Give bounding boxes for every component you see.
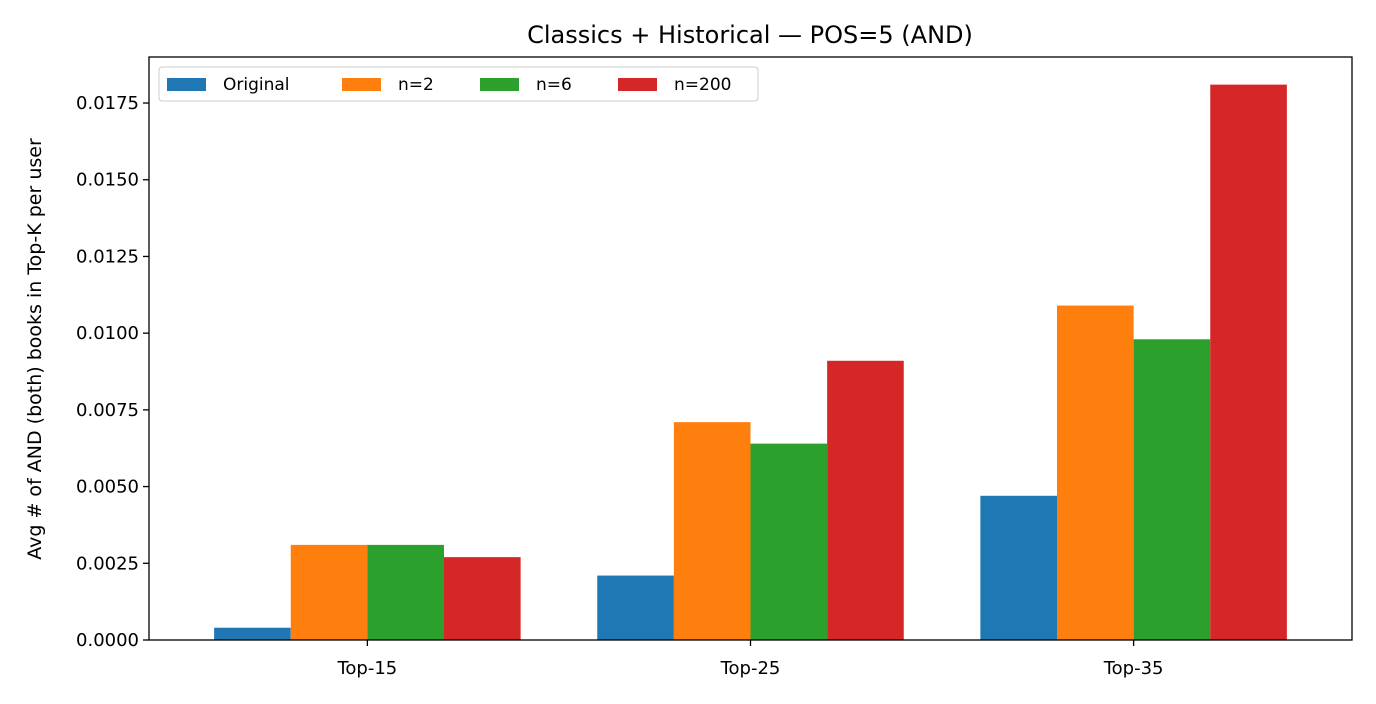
y-tick-label: 0.0050 xyxy=(76,477,139,498)
bar-n-200-top-25 xyxy=(827,360,904,640)
legend-swatch xyxy=(167,78,206,91)
bar-n-200-top-15 xyxy=(444,557,521,640)
y-tick-label: 0.0125 xyxy=(76,246,139,267)
chart-title: Classics + Historical — POS=5 (AND) xyxy=(527,21,973,49)
y-axis-label: Avg # of AND (both) books in Top-K per u… xyxy=(24,138,46,560)
y-tick-label: 0.0100 xyxy=(76,323,139,344)
x-tick-label: Top-25 xyxy=(720,658,781,679)
bar-n-2-top-35 xyxy=(1056,305,1134,640)
legend-swatch xyxy=(480,78,519,91)
y-tick-label: 0.0150 xyxy=(76,170,139,191)
legend-label: Original xyxy=(223,75,290,95)
bar-original-top-15 xyxy=(214,627,291,640)
bar-n-200-top-35 xyxy=(1210,84,1287,641)
y-tick-label: 0.0025 xyxy=(76,553,139,574)
plot-area-frame xyxy=(148,56,1353,641)
legend-frame xyxy=(158,66,759,102)
y-axis-ticks: 0.0000 0.0025 0.0050 0.0075 0.0100 0.0125 0.01… xyxy=(76,93,149,651)
legend-swatch xyxy=(342,78,381,91)
legend-label: n=2 xyxy=(398,75,434,95)
bar-n-6-top-35 xyxy=(1133,339,1211,640)
legend-label: n=6 xyxy=(536,75,572,95)
x-tick-label: Top-15 xyxy=(336,658,397,679)
bars-group xyxy=(214,84,1287,641)
y-tick-label: 0.0000 xyxy=(76,630,139,651)
y-tick-label: 0.0175 xyxy=(76,93,139,114)
x-tick-label: Top-35 xyxy=(1103,658,1164,679)
bar-n-2-top-25 xyxy=(673,422,751,640)
x-axis-ticks: Top-15 Top-25 Top-35 xyxy=(336,640,1164,679)
legend: Original n=2 n=6 n=200 xyxy=(158,66,759,102)
legend-swatch xyxy=(618,78,657,91)
bar-n-6-top-25 xyxy=(750,443,828,640)
bar-n-2-top-15 xyxy=(290,544,368,640)
bar-n-6-top-15 xyxy=(367,544,445,640)
bar-original-top-25 xyxy=(597,575,674,640)
y-tick-label: 0.0075 xyxy=(76,400,139,421)
bar-original-top-35 xyxy=(980,495,1057,640)
legend-label: n=200 xyxy=(674,75,731,95)
